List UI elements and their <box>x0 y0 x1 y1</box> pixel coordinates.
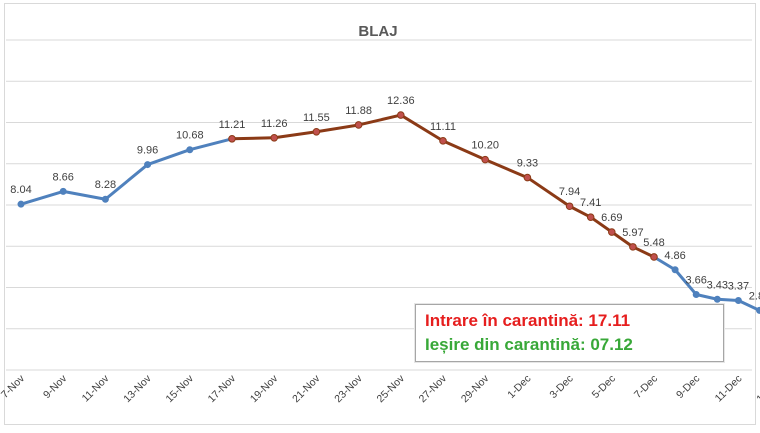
x-tick-label: 15-Nov <box>163 372 196 405</box>
data-point <box>692 291 700 299</box>
line-segment <box>61 189 107 201</box>
line-segment <box>715 297 740 302</box>
data-label: 11.21 <box>219 119 246 131</box>
quarantine-end-text: Ieșire din carantină: 07.12 <box>425 335 633 354</box>
x-tick-label: 9-Nov <box>41 372 70 401</box>
x-tick-label: 17-Nov <box>206 372 239 405</box>
quarantine-annotation: Intrare în carantină: 17.11 Ieșire din c… <box>415 304 724 362</box>
data-label: 5.48 <box>643 237 664 249</box>
x-tick-label: 23-Nov <box>332 372 365 405</box>
line-segment <box>103 163 150 201</box>
quarantine-line-segment <box>589 215 614 234</box>
line-segment <box>19 189 65 206</box>
x-tick-label: 5-Dec <box>590 373 618 401</box>
data-point <box>17 200 25 208</box>
data-point <box>756 306 760 314</box>
x-tick-label: 29-Nov <box>459 372 492 405</box>
data-point <box>270 133 279 142</box>
data-point <box>713 295 721 303</box>
series-lines <box>19 113 760 312</box>
data-point <box>481 155 490 164</box>
data-label: 3.66 <box>685 275 706 287</box>
data-point <box>354 121 363 129</box>
data-point <box>650 253 658 261</box>
data-point <box>565 202 574 211</box>
quarantine-line-segment <box>441 139 487 162</box>
x-tick-label: 1-Dec <box>505 373 533 401</box>
quarantine-line-segment <box>610 230 635 249</box>
x-tick-label: 11-Dec <box>713 373 745 405</box>
data-label: 10.20 <box>471 140 499 152</box>
x-tick-label: 25-Nov <box>374 372 407 405</box>
data-point <box>312 127 321 136</box>
line-segment <box>188 137 234 152</box>
quarantine-line-segment <box>314 123 361 134</box>
data-point <box>608 228 616 236</box>
data-label: 7.94 <box>559 186 580 198</box>
quarantine-line-segment <box>568 204 593 219</box>
data-point <box>186 146 194 154</box>
quarantine-line-segment <box>357 113 403 127</box>
line-segment <box>146 148 192 167</box>
quarantine-line-segment <box>272 130 318 140</box>
line-segment <box>694 293 719 301</box>
data-label: 11.88 <box>345 105 372 117</box>
data-label: 10.68 <box>176 130 204 142</box>
data-label: 2.89 <box>749 290 760 302</box>
line-segment <box>736 298 760 312</box>
line-segment <box>652 255 677 272</box>
x-tick-label: 7-Dec <box>632 373 660 401</box>
data-labels: 8.04 8.66 8.28 9.96 10.68 11.21 11.26 11.55 11.8… <box>10 95 760 302</box>
data-label: 12.36 <box>387 95 415 107</box>
gridlines <box>6 39 752 371</box>
data-label: 8.04 <box>10 184 31 196</box>
quarantine-start-text: Intrare în carantină: 17.11 <box>425 311 631 330</box>
data-label: 3.37 <box>728 280 749 292</box>
x-tick-label: 13-Nov <box>121 372 154 405</box>
data-label: 7.41 <box>580 197 601 209</box>
data-label: 8.28 <box>95 179 116 191</box>
data-point <box>523 173 532 182</box>
data-point <box>439 137 447 145</box>
line-segment <box>673 268 698 297</box>
data-label: 8.66 <box>52 171 73 183</box>
data-label: 3.43 <box>707 279 728 291</box>
data-point <box>144 161 152 169</box>
data-point <box>228 134 236 143</box>
quarantine-line-segment <box>483 158 529 180</box>
x-tick-label: 13-Dec <box>754 373 760 405</box>
data-label: 11.26 <box>261 118 288 130</box>
series-markers <box>17 111 760 314</box>
data-point <box>671 266 679 274</box>
x-tick-label: 27-Nov <box>417 372 450 405</box>
x-tick-label: 7-Nov <box>0 372 28 401</box>
x-tick-label: 3-Dec <box>547 373 575 401</box>
data-label: 4.86 <box>664 250 685 262</box>
quarantine-line-segment <box>230 136 276 141</box>
quarantine-line-segment <box>525 176 572 208</box>
data-point <box>629 243 637 251</box>
quarantine-line-segment <box>399 113 445 143</box>
x-tick-label: 11-Nov <box>80 372 112 404</box>
data-point <box>59 187 67 195</box>
data-point <box>586 213 595 221</box>
data-point <box>397 111 405 119</box>
data-label: 6.69 <box>601 212 622 224</box>
data-label: 11.55 <box>303 112 330 124</box>
data-label: 9.96 <box>137 145 158 157</box>
x-tick-label: 21-Nov <box>290 372 323 405</box>
x-tick-label: 19-Nov <box>248 372 281 405</box>
data-label: 11.11 <box>430 121 456 133</box>
data-point <box>734 296 742 304</box>
chart-title: BLAJ <box>358 23 397 40</box>
x-tick-label: 9-Dec <box>674 373 702 401</box>
quarantine-line-segment <box>631 245 656 259</box>
x-axis-tick-labels: 7-Nov 9-Nov 11-Nov 13-Nov 15-Nov 17-Nov 19-Nov… <box>0 372 760 405</box>
data-label: 5.97 <box>622 227 643 239</box>
data-label: 9.33 <box>517 158 538 170</box>
data-point <box>101 195 109 203</box>
